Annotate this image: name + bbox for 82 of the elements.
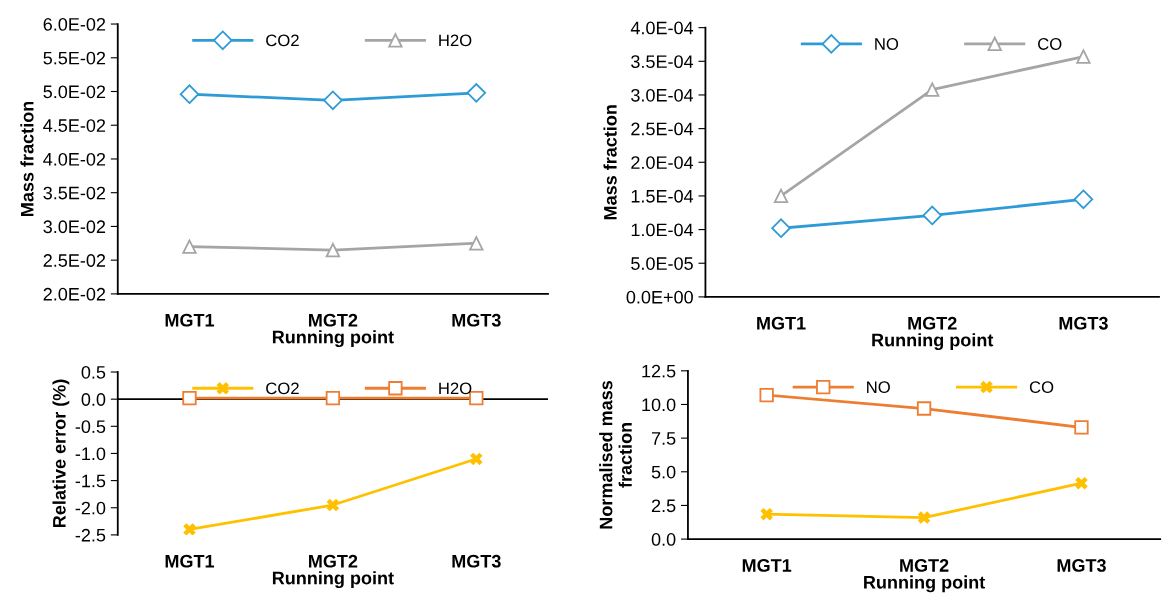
y-tick-label: 0.5	[81, 365, 106, 379]
point	[179, 84, 200, 104]
point	[470, 452, 483, 466]
y-tick-label: 3.0E-02	[43, 220, 106, 234]
point	[771, 218, 791, 238]
y-tick-label: -2.5	[75, 528, 106, 542]
y-tick-label: 4.5E-02	[43, 119, 106, 132]
y-tick-label: 2.0E-04	[631, 156, 694, 169]
x-axis-title: Running point	[272, 571, 394, 589]
y-axis-title: Mass fraction	[603, 105, 617, 220]
x-tick-label: MGT1	[742, 559, 792, 572]
y-tick-label: -2.0	[75, 501, 106, 515]
point	[325, 242, 341, 258]
x-tick-label: MGT3	[452, 554, 501, 568]
y-tick-label: -1.5	[75, 474, 106, 488]
point	[182, 239, 197, 254]
point	[182, 390, 197, 406]
y-tick-label: 2.5E-04	[631, 122, 694, 136]
y-tick-label: 1.5E-04	[631, 189, 694, 203]
y-tick-label: 5.5E-02	[43, 51, 106, 65]
x-tick-label: MGT3	[452, 313, 501, 327]
y-tick-label: 5.0E-02	[43, 85, 106, 99]
x-tick-label: MGT2	[900, 559, 949, 572]
legend-label: CO	[1038, 38, 1062, 50]
point	[1075, 476, 1088, 490]
legend-label: CO2	[266, 382, 299, 395]
y-axis-title: Mass fraction	[20, 101, 34, 216]
legend-label: CO2	[266, 34, 299, 47]
y-tick-label: 2.5E-02	[43, 254, 106, 267]
legend-label: H2O	[439, 382, 472, 395]
y-axis-title: Relative error (%)	[52, 379, 70, 527]
legend-label: NO	[875, 38, 899, 50]
point	[326, 498, 340, 512]
y-tick-label: 5.0E-05	[631, 257, 693, 270]
x-tick-label: MGT2	[309, 313, 358, 327]
y-tick-label: 2.0E-02	[43, 287, 106, 301]
legend-label: H2O	[439, 34, 472, 47]
point	[323, 90, 343, 111]
point	[325, 390, 341, 406]
point	[925, 82, 940, 97]
y-tick-label: 3.5E-02	[43, 186, 106, 200]
x-tick-label: MGT1	[757, 316, 806, 330]
y-tick-label: 0.0	[81, 393, 106, 406]
x-tick-label: MGT3	[1057, 559, 1106, 572]
point	[1073, 189, 1094, 210]
y-tick-label: 4.0E-04	[630, 21, 694, 35]
y-tick-label: 12.5	[642, 364, 676, 378]
y-tick-label: 5.0	[651, 465, 676, 479]
point	[469, 236, 484, 251]
y-tick-label: 1.0E-04	[631, 223, 694, 237]
y-tick-label: 6.0E-02	[43, 17, 106, 31]
y-tick-label: -0.5	[75, 420, 106, 434]
x-tick-label: MGT2	[908, 316, 957, 330]
point	[183, 523, 196, 535]
y-tick-label: 3.0E-04	[631, 88, 694, 102]
y-tick-label: 4.0E-02	[43, 152, 106, 166]
x-axis-title: Running point	[864, 575, 986, 593]
y-tick-label: -1.0	[75, 447, 106, 461]
y-tick-label: 0.0	[651, 533, 676, 546]
point	[760, 507, 773, 521]
x-tick-label: MGT1	[165, 313, 215, 327]
x-tick-label: MGT2	[309, 554, 358, 568]
x-tick-label: MGT3	[1059, 316, 1108, 330]
legend-label: CO	[1029, 381, 1054, 394]
x-axis-title: Running point	[872, 333, 994, 351]
x-tick-label: MGT1	[165, 554, 215, 568]
y-tick-label: 2.5	[651, 499, 676, 513]
point	[1076, 49, 1091, 64]
x-axis-title: Running point	[272, 330, 394, 348]
y-tick-label: 3.5E-04	[631, 55, 694, 69]
point	[917, 511, 931, 524]
y-tick-label: 0.0E+00	[626, 290, 693, 304]
y-axis-title: Normalised mass fraction	[599, 380, 632, 529]
point	[916, 401, 932, 416]
legend-label: NO	[867, 381, 890, 394]
y-tick-label: 7.5	[651, 432, 676, 445]
point	[773, 188, 789, 204]
point	[1074, 420, 1089, 435]
y-tick-label: 10.0	[642, 398, 676, 412]
point	[922, 205, 942, 226]
point	[466, 83, 487, 103]
point	[759, 387, 774, 403]
